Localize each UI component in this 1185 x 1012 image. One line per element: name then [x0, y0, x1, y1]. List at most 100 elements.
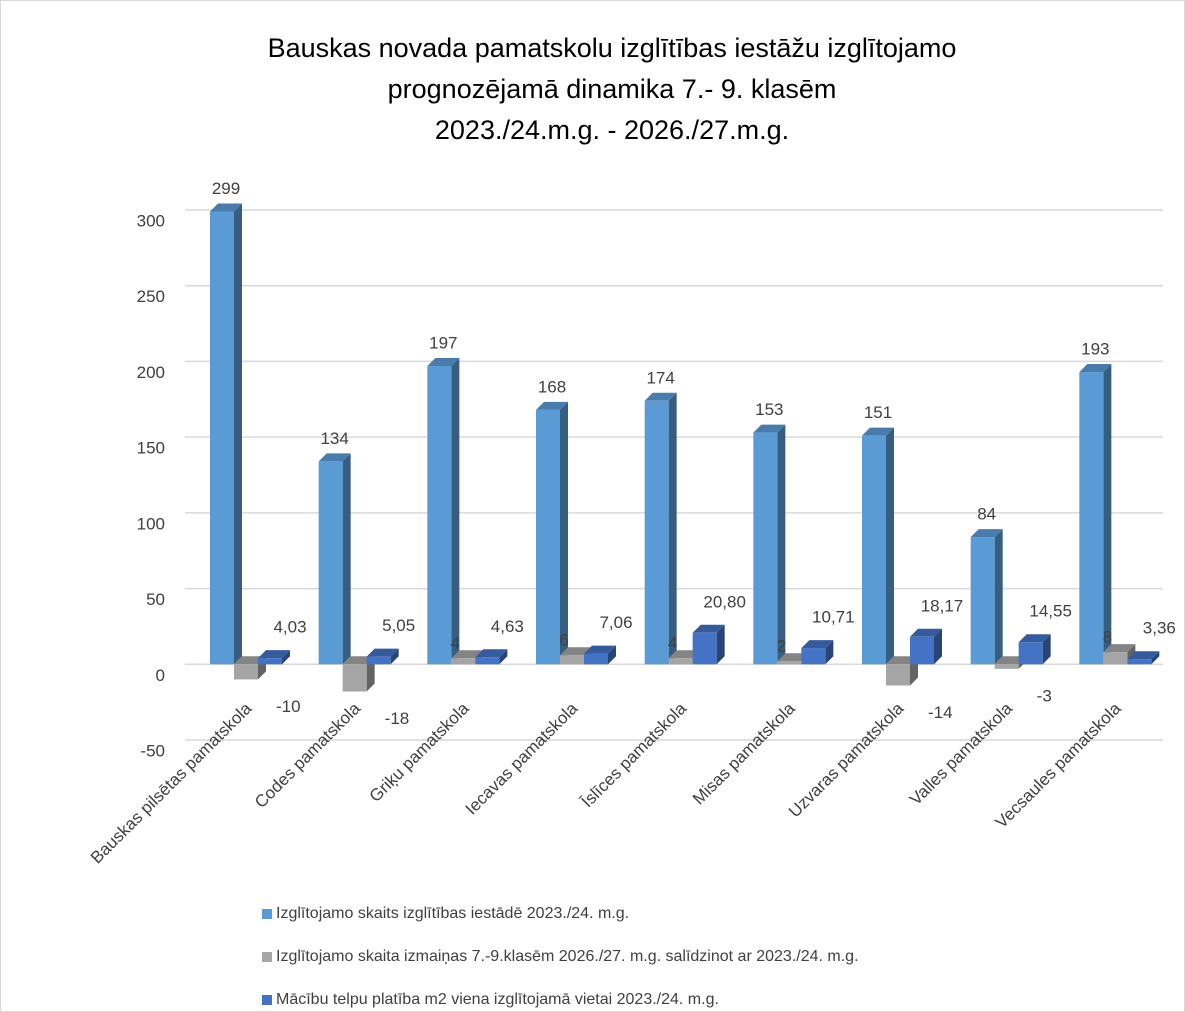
- data-label: -3: [1037, 686, 1052, 705]
- y-tick-label: 50: [146, 590, 165, 609]
- bar-top: [994, 656, 1027, 665]
- bar-top: [1018, 634, 1051, 643]
- bar-top: [1079, 364, 1112, 373]
- legend-swatch: [262, 995, 272, 1005]
- y-tick-label: 300: [137, 211, 165, 230]
- data-label: 4,03: [273, 618, 306, 637]
- bar-top: [801, 640, 834, 649]
- bar: [910, 636, 934, 665]
- data-label: 168: [538, 377, 566, 396]
- data-label: 14,55: [1029, 602, 1072, 621]
- bar-top: [258, 650, 290, 659]
- bar-side: [1151, 651, 1160, 665]
- bar-top: [536, 401, 568, 410]
- bar: [644, 400, 669, 665]
- chart-title: Bauskas novada pamatskolu izglītības ies…: [268, 33, 957, 63]
- bar: [258, 658, 282, 665]
- bar-side: [451, 357, 460, 665]
- bar-side: [390, 648, 399, 665]
- bar: [692, 632, 717, 665]
- legend-label: Izglītojamo skaita izmaiņas 7.-9.klasēm …: [276, 948, 859, 965]
- bar-side: [716, 624, 725, 665]
- bar-top: [644, 392, 677, 401]
- bar: [584, 653, 608, 665]
- y-tick-label: 150: [137, 439, 165, 458]
- bar-side: [994, 529, 1003, 665]
- bar: [801, 648, 826, 665]
- legend-label: Mācību telpu platība m2 viena izglītojam…: [276, 991, 719, 1008]
- bar: [560, 655, 584, 665]
- bar-top: [1127, 651, 1160, 660]
- data-label: 193: [1081, 340, 1109, 359]
- data-label: 2: [777, 637, 786, 656]
- bar-top: [584, 645, 616, 654]
- bar-side: [1042, 634, 1051, 665]
- y-tick-label: 250: [137, 287, 165, 306]
- bar: [753, 432, 778, 665]
- bar: [777, 661, 802, 665]
- bar: [862, 435, 886, 665]
- y-tick-label: 200: [137, 363, 165, 382]
- bar: [451, 658, 476, 665]
- data-label: 134: [320, 429, 348, 448]
- legend-swatch: [262, 909, 272, 919]
- bar: [342, 664, 367, 692]
- data-label: -18: [385, 709, 410, 728]
- chart-title: 2023./24.m.g. - 2026./27.m.g.: [435, 115, 789, 145]
- bar: [1103, 652, 1128, 665]
- data-label: 153: [755, 400, 783, 419]
- y-tick-label: -50: [140, 741, 165, 760]
- bar-top: [560, 647, 592, 656]
- bar-side: [1103, 364, 1112, 665]
- data-label: 10,71: [812, 608, 855, 627]
- bar-top: [910, 628, 942, 637]
- bar-side: [777, 424, 786, 665]
- bar: [668, 658, 693, 665]
- data-label: 5,05: [382, 616, 415, 635]
- bar-top: [318, 453, 351, 462]
- bar-top: [970, 529, 1003, 538]
- data-label: 4,63: [491, 617, 524, 636]
- legend-label: Izglītojamo skaits izglītības iestādē 20…: [276, 905, 629, 922]
- bar: [318, 461, 343, 665]
- data-label: 4: [451, 634, 460, 653]
- data-label: 151: [864, 403, 892, 422]
- bar: [210, 211, 234, 665]
- bar: [1079, 372, 1104, 665]
- data-label: 6: [559, 631, 568, 650]
- bar-side: [934, 628, 942, 665]
- bar-top: [366, 648, 399, 657]
- bar: [536, 409, 560, 665]
- bar: [366, 656, 391, 665]
- bar-top: [210, 203, 242, 212]
- bar: [427, 365, 452, 665]
- bar-top: [862, 427, 894, 436]
- bar: [970, 537, 995, 665]
- bar-side: [282, 650, 290, 665]
- bar-side: [608, 645, 616, 665]
- bar-side: [234, 203, 242, 665]
- bar-top: [692, 624, 725, 633]
- legend-swatch: [262, 952, 272, 962]
- data-label: 20,80: [703, 592, 746, 611]
- data-label: -10: [276, 697, 301, 716]
- bar-top: [427, 357, 460, 366]
- bar-side: [342, 453, 351, 665]
- data-label: 197: [429, 333, 457, 352]
- bar-side: [499, 649, 508, 665]
- bar: [886, 664, 910, 686]
- bar: [475, 657, 500, 665]
- bar-top: [451, 650, 484, 659]
- bar-side: [560, 401, 568, 665]
- bar-top: [753, 424, 786, 433]
- bar-side: [668, 392, 677, 665]
- bar: [234, 664, 258, 680]
- bar: [1127, 659, 1152, 665]
- data-label: 8: [1103, 628, 1112, 647]
- data-label: 174: [646, 368, 674, 387]
- bar-side: [825, 640, 834, 665]
- bar-top: [475, 649, 508, 658]
- data-label: 299: [212, 179, 240, 198]
